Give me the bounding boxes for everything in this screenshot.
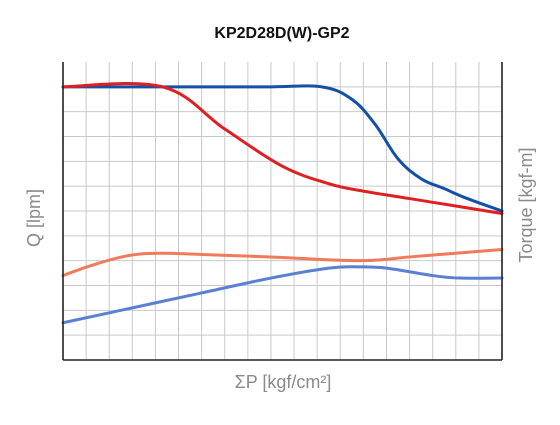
grid-lines: [63, 62, 502, 360]
x-axis-label: ΣP [kgf/cm²]: [235, 372, 332, 392]
chart-title: KP2D28D(W)-GP2: [214, 25, 349, 42]
plot-frame: [62, 62, 503, 361]
flow-line-blue: [61, 84, 504, 213]
y-axis-label-right: Torque [kgf-m]: [516, 147, 536, 262]
y-axis-label-left: Q [lpm]: [24, 189, 44, 247]
series-lines: [61, 81, 504, 325]
torque-line-light-blue: [61, 265, 504, 325]
flow-line-red: [61, 81, 504, 215]
torque-line-orange: [61, 247, 504, 278]
